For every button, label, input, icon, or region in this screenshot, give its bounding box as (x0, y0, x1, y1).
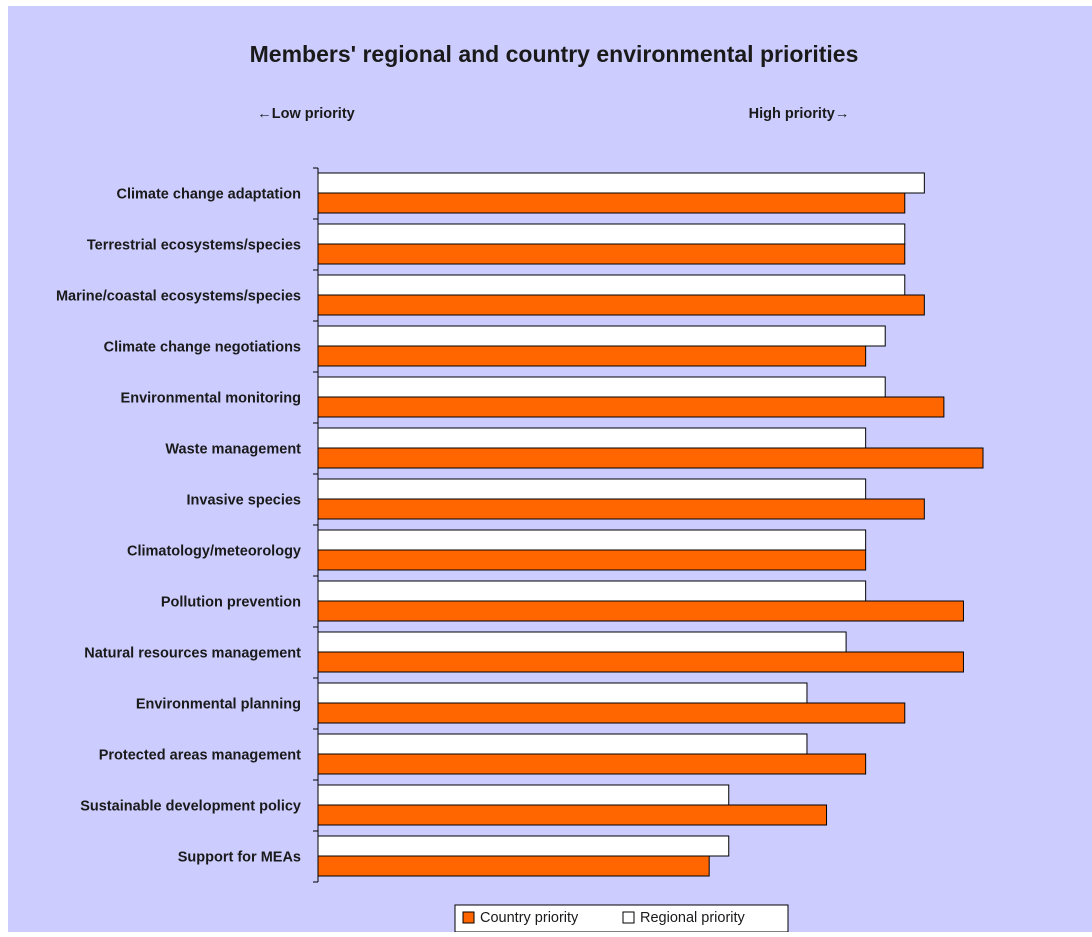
bar-regional-priority (317, 835, 730, 857)
legend: Country priority Regional priority (454, 904, 789, 933)
bar-regional-priority (317, 529, 867, 551)
high-priority-annotation: High priority→ (749, 106, 850, 122)
category-label: Waste management (165, 442, 301, 458)
bar-country-priority (317, 396, 945, 418)
category-label: Support for MEAs (178, 850, 301, 866)
category-label: Climatology/meteorology (127, 544, 301, 560)
bar-regional-priority (317, 784, 730, 806)
category-label: Marine/coastal ecosystems/species (56, 289, 301, 305)
category-label: Terrestrial ecosystems/species (87, 238, 301, 254)
category-label: Climate change adaptation (116, 187, 301, 203)
bar-country-priority (317, 294, 925, 316)
low-priority-annotation: ←Low priority (257, 106, 354, 122)
category-label: Environmental monitoring (121, 391, 301, 407)
category-label: Natural resources management (84, 646, 301, 662)
bar-country-priority (317, 447, 984, 469)
bar-country-priority (317, 600, 964, 622)
bar-regional-priority (317, 478, 867, 500)
chart-background (8, 6, 1092, 932)
category-label: Pollution prevention (161, 595, 301, 611)
bar-country-priority (317, 498, 925, 520)
category-label: Climate change negotiations (104, 340, 301, 356)
bar-regional-priority (317, 427, 867, 449)
legend-label-regional: Regional priority (640, 910, 746, 926)
category-label: Sustainable development policy (80, 799, 301, 815)
bar-country-priority (317, 855, 710, 877)
legend-swatch-country (462, 911, 475, 924)
bar-country-priority (317, 345, 867, 367)
bar-country-priority (317, 243, 906, 265)
bar-regional-priority (317, 223, 906, 245)
bar-country-priority (317, 192, 906, 214)
legend-swatch-regional (622, 911, 635, 924)
bar-country-priority (317, 651, 964, 673)
bar-regional-priority (317, 172, 925, 194)
plot-area: Climate change adaptation Terrestrial eco… (56, 167, 984, 883)
bar-regional-priority (317, 733, 808, 755)
bar-regional-priority (317, 631, 847, 653)
bar-country-priority (317, 804, 828, 826)
legend-box (454, 904, 789, 933)
bar-regional-priority (317, 325, 886, 347)
bar-country-priority (317, 549, 867, 571)
category-label: Environmental planning (136, 697, 301, 713)
bar-regional-priority (317, 376, 886, 398)
bar-country-priority (317, 753, 867, 775)
legend-label-country: Country priority (480, 910, 579, 926)
chart-title: Members' regional and country environmen… (250, 41, 859, 67)
bar-regional-priority (317, 580, 867, 602)
bar-regional-priority (317, 274, 906, 296)
bar-regional-priority (317, 682, 808, 704)
category-label: Protected areas management (99, 748, 301, 764)
category-label: Invasive species (187, 493, 301, 509)
bar-country-priority (317, 702, 906, 724)
